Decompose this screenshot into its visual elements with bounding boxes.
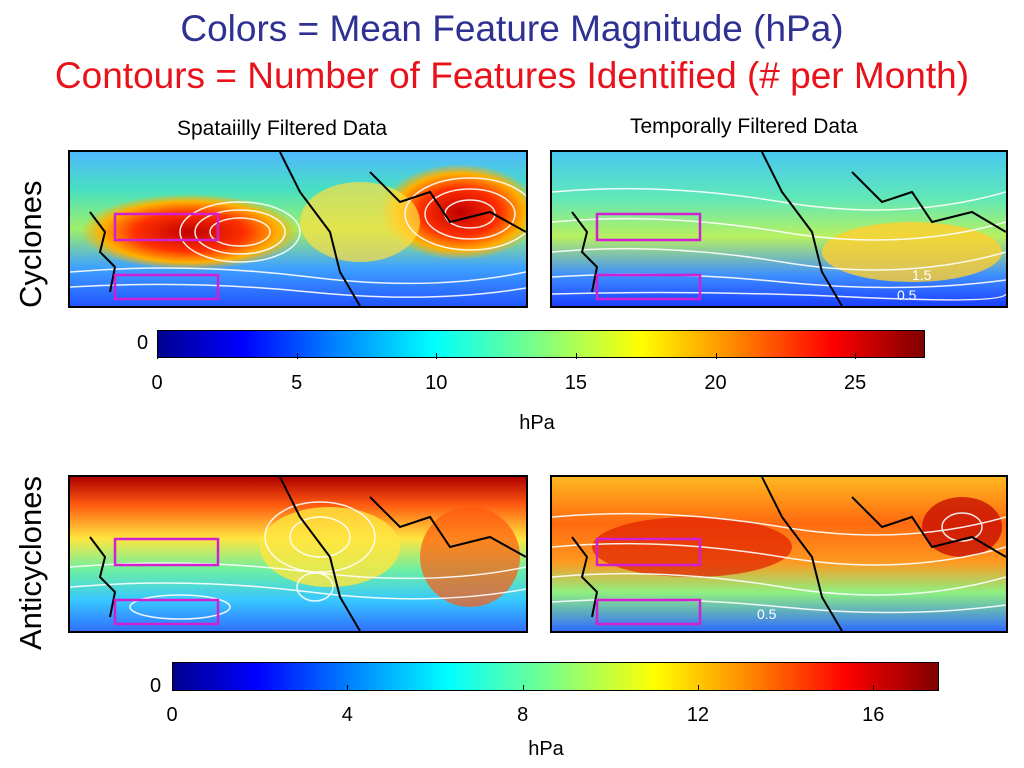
row-label-anticyclones: Anticyclones <box>13 475 48 650</box>
column-title-spatial: Spataiilly Filtered Data <box>177 117 388 140</box>
contours-title: Contours = Number of Features Identified… <box>54 55 970 96</box>
cyclone-colorbar-tick-mark <box>575 353 577 359</box>
cyclone-colorbar-tick-label: 15 <box>564 372 588 394</box>
region-box-south <box>595 598 702 626</box>
anticyclones-spatial-field <box>70 477 526 631</box>
cyclone-colorbar-tick-mark <box>855 353 857 359</box>
map-cyclones-spatial <box>68 150 528 308</box>
cyclones-temporal-field: 1.5 0.5 <box>552 152 1006 306</box>
cyclone-colorbar-tick-mark <box>715 353 717 359</box>
anticyclone-colorbar-tick-mark <box>873 685 875 691</box>
region-box-north <box>113 537 220 567</box>
contour-label: 0.5 <box>897 287 917 303</box>
contour-label: 1.5 <box>912 267 932 283</box>
anticyclone-colorbar-tick-label: 4 <box>341 704 353 726</box>
cyclone-colorbar <box>157 330 925 358</box>
region-box-north <box>595 537 702 567</box>
column-title-temporal: Temporally Filtered Data <box>630 115 858 138</box>
anticyclone-colorbar-tick-label: 0 <box>166 704 178 726</box>
region-box-south <box>113 273 220 301</box>
region-box-south <box>595 273 702 301</box>
anticyclone-colorbar-tick-label: 8 <box>517 704 529 726</box>
cyclone-colorbar-tick-label: 20 <box>704 372 727 394</box>
cyclone-colorbar-tick-mark <box>296 353 298 359</box>
cyclone-colorbar-tick-label: 0 <box>151 372 163 394</box>
region-box-south <box>113 598 220 626</box>
map-anticyclones-temporal: 0.5 <box>550 475 1008 633</box>
colors-title: Colors = Mean Feature Magnitude (hPa) <box>180 8 844 49</box>
anticyclone-colorbar-tick-label: 12 <box>686 704 710 726</box>
cyclone-colorbar-tick-mark <box>157 353 158 359</box>
anticyclone-colorbar-tick-mark <box>172 685 173 691</box>
region-box-north <box>595 212 702 242</box>
cyclone-colorbar-unit: hPa <box>519 412 555 434</box>
map-cyclones-temporal: 1.5 0.5 <box>550 150 1008 308</box>
row-label-cyclones: Cyclones <box>13 180 48 309</box>
anticyclone-colorbar-unit: hPa <box>528 738 564 760</box>
cyclone-colorbar-tick-label: 5 <box>291 372 303 394</box>
cyclone-colorbar-tick-mark <box>436 353 438 359</box>
cyclone-colorbar-tick-label: 10 <box>425 372 448 394</box>
region-box-north <box>113 212 220 242</box>
anticyclone-colorbar-tick-mark <box>522 685 524 691</box>
anticyclone-colorbar-tick-mark <box>697 685 699 691</box>
anticyclones-temporal-field: 0.5 <box>552 477 1006 631</box>
anticyclone-colorbar-tick-label: 16 <box>862 704 885 726</box>
contour-label: 0.5 <box>757 606 777 622</box>
anticyclone-colorbar-zero-label: 0 <box>150 675 162 697</box>
anticyclone-colorbar-tick-mark <box>347 685 349 691</box>
cyclone-colorbar-zero-label: 0 <box>137 332 149 354</box>
cyclone-colorbar-tick-label: 25 <box>844 372 867 394</box>
anticyclone-colorbar <box>172 662 939 691</box>
cyclones-spatial-field <box>70 152 526 306</box>
map-anticyclones-spatial <box>68 475 528 633</box>
